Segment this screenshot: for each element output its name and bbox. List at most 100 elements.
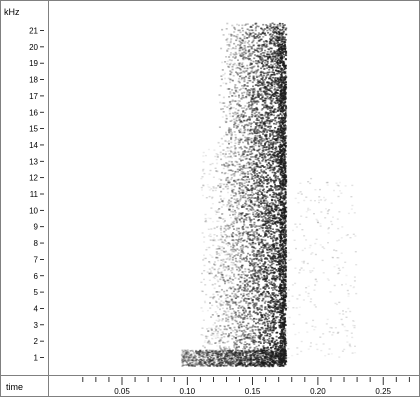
- spectrogram-cell: [267, 222, 269, 224]
- spectrogram-cell: [249, 335, 251, 337]
- spectrogram-cell: [243, 92, 245, 94]
- spectrogram-cell: [242, 39, 244, 41]
- spectrogram-cell: [267, 342, 269, 344]
- spectrogram-cell: [238, 115, 240, 117]
- spectrogram-cell: [277, 24, 279, 26]
- spectrogram-cell: [267, 326, 269, 328]
- spectrogram-cell: [232, 112, 234, 114]
- spectrogram-cell: [247, 284, 249, 286]
- spectrogram-cell: [263, 91, 265, 93]
- spectrogram-cell: [270, 300, 272, 302]
- spectrogram-cell: [231, 60, 233, 62]
- spectrogram-cell: [228, 140, 230, 142]
- spectrogram-cell: [230, 38, 232, 40]
- spectrogram-cell: [251, 101, 253, 103]
- spectrogram-cell: [254, 226, 256, 228]
- spectrogram-cell: [264, 319, 266, 321]
- spectrogram-cell: [211, 334, 213, 336]
- spectrogram-cell: [235, 304, 237, 306]
- spectrogram-cell: [248, 189, 250, 191]
- spectrogram-cell: [256, 42, 258, 44]
- spectrogram-cell: [249, 199, 251, 201]
- spectrogram-cell: [240, 75, 242, 77]
- spectrogram-cell: [228, 182, 230, 184]
- spectrogram-cell: [239, 316, 241, 318]
- spectrogram-cell: [232, 330, 234, 332]
- spectrogram-cell: [278, 117, 280, 119]
- spectrogram-cell: [243, 318, 245, 320]
- spectrogram-cell: [277, 295, 279, 297]
- spectrogram-cell: [229, 73, 231, 75]
- spectrogram-cell: [248, 36, 250, 38]
- spectrogram-cell: [270, 217, 272, 219]
- spectrogram-cell: [268, 293, 270, 295]
- spectrogram-cell: [275, 196, 277, 198]
- spectrogram-cell: [254, 183, 256, 185]
- spectrogram-cell: [258, 206, 260, 208]
- spectrogram-cell: [239, 147, 241, 149]
- spectrogram-cell: [270, 306, 272, 308]
- spectrogram-cell: [247, 184, 249, 186]
- spectrogram-cell: [235, 125, 237, 127]
- spectrogram-cell: [221, 164, 223, 166]
- spectrogram-cell: [211, 330, 213, 332]
- spectrogram-cell: [246, 325, 248, 327]
- spectrogram-cell: [256, 205, 258, 207]
- spectrogram-cell: [231, 293, 233, 295]
- spectrogram-cell: [250, 126, 252, 128]
- spectrogram-cell: [253, 163, 255, 165]
- spectrogram-cell: [263, 277, 265, 279]
- spectrogram-cell: [260, 315, 262, 317]
- spectrogram-cell: [270, 272, 272, 274]
- spectrogram-cell: [255, 168, 257, 170]
- spectrogram-cell: [257, 66, 259, 68]
- spectrogram-cell: [218, 298, 220, 300]
- spectrogram-cell: [262, 271, 264, 273]
- spectrogram-cell: [254, 201, 256, 203]
- spectrogram-cell: [258, 32, 260, 34]
- spectrogram-cell: [245, 246, 247, 248]
- spectrogram-cell: [231, 272, 233, 274]
- spectrogram-cell: [241, 218, 243, 220]
- spectrogram-cell: [242, 192, 244, 194]
- spectrogram-cell: [231, 191, 233, 193]
- spectrogram-cell: [239, 321, 241, 323]
- spectrogram-cell: [232, 323, 234, 325]
- spectrogram-cell: [256, 179, 258, 181]
- spectrogram-cell: [263, 65, 265, 67]
- spectrogram-cell: [264, 68, 266, 70]
- spectrogram-cell: [261, 50, 263, 52]
- spectrogram-cell: [270, 64, 272, 66]
- spectrogram-cell: [259, 312, 261, 314]
- spectrogram-cell: [256, 233, 258, 235]
- spectrogram-cell: [248, 231, 250, 233]
- spectrogram-cell: [237, 171, 239, 173]
- spectrogram-cell: [276, 134, 278, 136]
- spectrogram-cell: [276, 332, 278, 334]
- spectrogram-cell: [276, 122, 278, 124]
- spectrogram-cell: [274, 35, 276, 37]
- spectrogram-cell: [269, 343, 271, 345]
- spectrogram-cell: [260, 136, 262, 138]
- spectrogram-cell: [258, 143, 260, 145]
- spectrogram-cell: [258, 158, 260, 160]
- spectrogram-cell: [251, 70, 253, 72]
- spectrogram-cell: [272, 31, 274, 33]
- spectrogram-cell: [264, 143, 266, 145]
- spectrogram-cell: [259, 225, 261, 227]
- spectrogram-cell: [265, 92, 267, 94]
- spectrogram-cell: [276, 67, 278, 69]
- spectrogram-cell: [226, 63, 228, 65]
- spectrogram-cell: [247, 188, 249, 190]
- spectrogram-cell: [264, 43, 266, 45]
- spectrogram-cell: [268, 244, 270, 246]
- spectrogram-cell: [279, 192, 281, 194]
- spectrogram-cell: [251, 185, 253, 187]
- spectrogram-cell: [256, 117, 258, 119]
- spectrogram-cell: [248, 44, 250, 46]
- spectrogram-cell: [281, 35, 283, 37]
- spectrogram-cell: [250, 298, 252, 300]
- spectrogram-cell: [240, 246, 242, 248]
- spectrogram-cell: [256, 75, 258, 77]
- spectrogram-cell: [225, 229, 227, 231]
